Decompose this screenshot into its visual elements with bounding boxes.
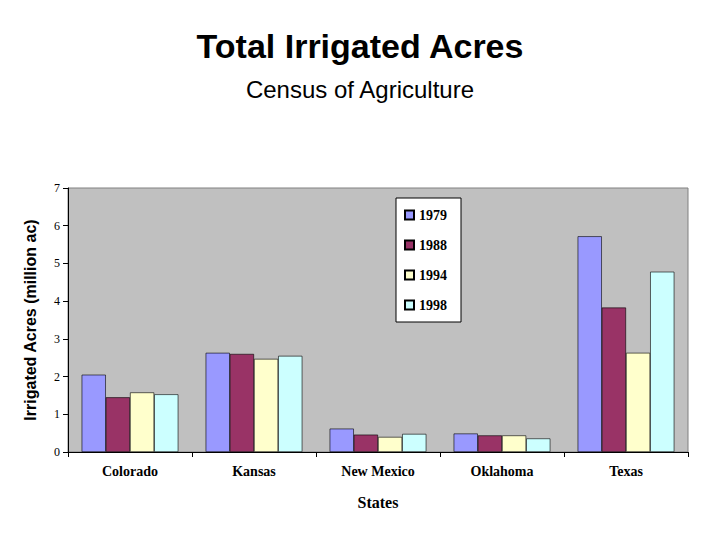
svg-text:Oklahoma: Oklahoma bbox=[470, 464, 533, 479]
svg-text:5: 5 bbox=[54, 256, 60, 270]
svg-text:Texas: Texas bbox=[609, 464, 643, 479]
svg-text:0: 0 bbox=[54, 445, 60, 459]
svg-text:1994: 1994 bbox=[419, 268, 447, 283]
svg-text:2: 2 bbox=[54, 370, 60, 384]
svg-text:Colorado: Colorado bbox=[102, 464, 158, 479]
svg-text:7: 7 bbox=[54, 181, 60, 195]
svg-text:1988: 1988 bbox=[419, 238, 447, 253]
svg-text:6: 6 bbox=[54, 219, 60, 233]
svg-text:Kansas: Kansas bbox=[232, 464, 276, 479]
svg-text:4: 4 bbox=[54, 294, 60, 308]
svg-text:1998: 1998 bbox=[419, 298, 447, 313]
svg-text:Total Irrigated Acres: Total Irrigated Acres bbox=[197, 27, 524, 65]
svg-text:1979: 1979 bbox=[419, 208, 447, 223]
svg-text:3: 3 bbox=[54, 332, 60, 346]
svg-text:New Mexico: New Mexico bbox=[341, 464, 414, 479]
svg-text:1: 1 bbox=[54, 407, 60, 421]
svg-text:Irrigated Acres (million ac): Irrigated Acres (million ac) bbox=[22, 219, 39, 420]
svg-text:Census of Agriculture: Census of Agriculture bbox=[246, 76, 474, 103]
svg-text:States: States bbox=[358, 494, 399, 511]
